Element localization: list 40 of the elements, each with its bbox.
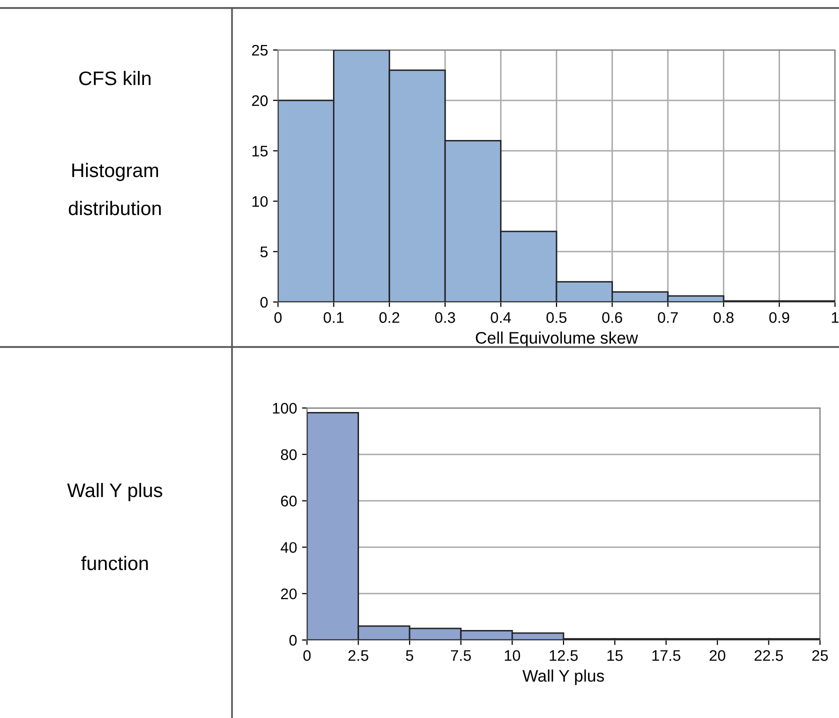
y-tick-label: 100: [272, 402, 297, 414]
x-tick-label: 20: [710, 650, 726, 661]
x-tick-label: 0: [303, 650, 311, 661]
x-tick-label: 15: [607, 650, 623, 661]
x-tick-label: 17.5: [652, 650, 680, 661]
y-tick-label: 80: [280, 449, 297, 460]
x-tick-label: 7.5: [451, 650, 471, 661]
x-tick-label: 0.5: [546, 312, 566, 323]
x-tick-label: 12.5: [550, 650, 578, 661]
x-tick-label: 0.3: [435, 312, 456, 323]
x-tick-label: 22.5: [754, 650, 783, 661]
x-tick-label: 0.1: [324, 312, 344, 323]
x-axis-title: Cell Equivolume skew: [476, 332, 638, 348]
y-tick-label: 0: [260, 296, 268, 308]
text: Histogram: [72, 162, 158, 182]
x-tick-label: 25: [812, 650, 828, 661]
x-tick-label: 0.2: [379, 312, 400, 323]
x-tick-label: 0.7: [658, 312, 678, 323]
text: CFS kiln: [79, 70, 150, 86]
y-tick-label: 20: [281, 588, 297, 600]
x-tick-label: 0.9: [769, 312, 790, 323]
text: function: [81, 556, 148, 570]
y-tick-label: 60: [281, 496, 297, 506]
x-tick-label: 0.8: [714, 312, 734, 323]
y-tick-label: 40: [280, 542, 297, 553]
x-tick-label: 5: [406, 650, 414, 661]
x-tick-label: 10: [504, 650, 520, 661]
x-axis-title: Wall Y plus: [522, 670, 604, 686]
text: Wall Y plus: [67, 482, 162, 502]
text: distribution: [68, 200, 161, 216]
y-tick-label: 10: [252, 196, 268, 207]
x-tick-label: 2.5: [348, 650, 368, 661]
x-tick-label: 0.4: [490, 312, 511, 323]
y-tick-label: 5: [260, 246, 268, 258]
y-tick-label: 0: [289, 634, 297, 646]
x-tick-label: 0.6: [602, 312, 622, 323]
y-tick-label: 20: [252, 95, 268, 106]
y-tick-label: 15: [252, 146, 268, 156]
x-tick-label: 1: [832, 312, 839, 323]
y-tick-label: 25: [252, 44, 268, 56]
